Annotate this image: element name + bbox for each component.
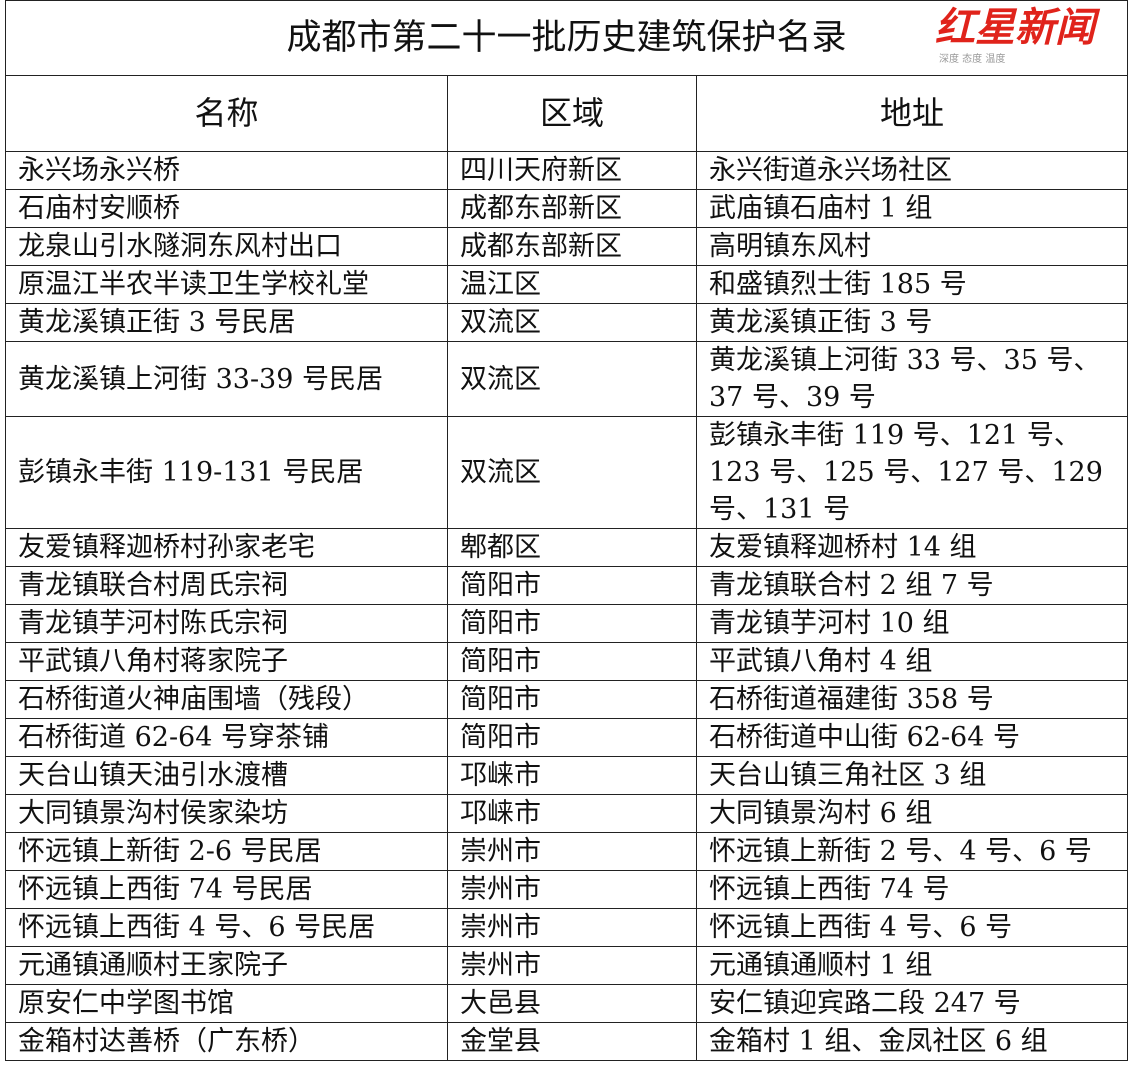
cell-district: 金堂县 <box>447 1022 697 1061</box>
table-row: 友爱镇释迦桥村孙家老宅 郫都区 友爱镇释迦桥村 14 组 <box>5 528 1129 567</box>
cell-name: 元通镇通顺村王家院子 <box>5 946 448 985</box>
cell-name: 怀远镇上新街 2-6 号民居 <box>5 832 448 871</box>
table-row: 怀远镇上西街 4 号、6 号民居 崇州市 怀远镇上西街 4 号、6 号 <box>5 908 1129 947</box>
table-row: 黄龙溪镇上河街 33-39 号民居 双流区 黄龙溪镇上河街 33 号、35 号、37… <box>5 341 1129 417</box>
cell-district: 简阳市 <box>447 718 697 757</box>
table-row: 彭镇永丰街 119-131 号民居 双流区 彭镇永丰街 119 号、121 号、12… <box>5 416 1129 529</box>
cell-district: 成都东部新区 <box>447 227 697 266</box>
cell-district: 温江区 <box>447 265 697 304</box>
cell-address: 高明镇东风村 <box>695 227 1129 266</box>
cell-address: 元通镇通顺村 1 组 <box>695 946 1129 985</box>
table-row: 青龙镇联合村周氏宗祠 简阳市 青龙镇联合村 2 组 7 号 <box>5 566 1129 605</box>
cell-address: 怀远镇上西街 74 号 <box>695 870 1129 909</box>
table-row: 石庙村安顺桥 成都东部新区 武庙镇石庙村 1 组 <box>5 189 1129 228</box>
table-row: 原温江半农半读卫生学校礼堂 温江区 和盛镇烈士街 185 号 <box>5 265 1129 304</box>
table-row: 永兴场永兴桥 四川天府新区 永兴街道永兴场社区 <box>5 151 1129 190</box>
table-row: 怀远镇上新街 2-6 号民居 崇州市 怀远镇上新街 2 号、4 号、6 号 <box>5 832 1129 871</box>
table-row: 石桥街道火神庙围墙（残段） 简阳市 石桥街道福建街 358 号 <box>5 680 1129 719</box>
cell-address: 和盛镇烈士街 185 号 <box>695 265 1129 304</box>
cell-address: 彭镇永丰街 119 号、121 号、123 号、125 号、127 号、129 … <box>695 416 1129 529</box>
table-row: 黄龙溪镇正街 3 号民居 双流区 黄龙溪镇正街 3 号 <box>5 303 1129 342</box>
table-row: 怀远镇上西街 74 号民居 崇州市 怀远镇上西街 74 号 <box>5 870 1129 909</box>
table-row: 金箱村达善桥（广东桥） 金堂县 金箱村 1 组、金凤社区 6 组 <box>5 1022 1129 1061</box>
table-row: 大同镇景沟村侯家染坊 邛崃市 大同镇景沟村 6 组 <box>5 794 1129 833</box>
cell-district: 四川天府新区 <box>447 151 697 190</box>
cell-district: 双流区 <box>447 416 697 529</box>
cell-address: 友爱镇释迦桥村 14 组 <box>695 528 1129 567</box>
cell-address: 怀远镇上新街 2 号、4 号、6 号 <box>695 832 1129 871</box>
cell-district: 简阳市 <box>447 604 697 643</box>
cell-name: 黄龙溪镇上河街 33-39 号民居 <box>5 341 448 417</box>
cell-address: 青龙镇联合村 2 组 7 号 <box>695 566 1129 605</box>
watermark-slogan: 深度 态度 温度 <box>939 54 1006 65</box>
cell-name: 永兴场永兴桥 <box>5 151 448 190</box>
cell-address: 永兴街道永兴场社区 <box>695 151 1129 190</box>
cell-name: 彭镇永丰街 119-131 号民居 <box>5 416 448 529</box>
cell-address: 安仁镇迎宾路二段 247 号 <box>695 984 1129 1023</box>
cell-name: 黄龙溪镇正街 3 号民居 <box>5 303 448 342</box>
cell-name: 原温江半农半读卫生学校礼堂 <box>5 265 448 304</box>
cell-name: 原安仁中学图书馆 <box>5 984 448 1023</box>
cell-name: 石桥街道火神庙围墙（残段） <box>5 680 448 719</box>
table-title: 成都市第二十一批历史建筑保护名录 <box>4 0 1129 76</box>
cell-address: 黄龙溪镇正街 3 号 <box>695 303 1129 342</box>
cell-address: 青龙镇芋河村 10 组 <box>695 604 1129 643</box>
cell-address: 石桥街道福建街 358 号 <box>695 680 1129 719</box>
cell-name: 大同镇景沟村侯家染坊 <box>5 794 448 833</box>
header-address: 地址 <box>695 75 1129 152</box>
cell-district: 崇州市 <box>447 870 697 909</box>
cell-district: 大邑县 <box>447 984 697 1023</box>
cell-name: 平武镇八角村蒋家院子 <box>5 642 448 681</box>
cell-name: 怀远镇上西街 74 号民居 <box>5 870 448 909</box>
cell-district: 崇州市 <box>447 832 697 871</box>
cell-district: 成都东部新区 <box>447 189 697 228</box>
cell-district: 双流区 <box>447 341 697 417</box>
heritage-table: 成都市第二十一批历史建筑保护名录 名称 区域 地址 永兴场永兴桥 四川天府新区 永兴… <box>4 0 1129 1061</box>
cell-district: 简阳市 <box>447 680 697 719</box>
table-row: 青龙镇芋河村陈氏宗祠 简阳市 青龙镇芋河村 10 组 <box>5 604 1129 643</box>
cell-district: 双流区 <box>447 303 697 342</box>
table-body: 永兴场永兴桥 四川天府新区 永兴街道永兴场社区 石庙村安顺桥 成都东部新区 武庙镇石庙村 … <box>5 151 1129 1061</box>
cell-address: 平武镇八角村 4 组 <box>695 642 1129 681</box>
cell-district: 崇州市 <box>447 908 697 947</box>
cell-address: 大同镇景沟村 6 组 <box>695 794 1129 833</box>
cell-name: 石桥街道 62-64 号穿茶铺 <box>5 718 448 757</box>
cell-district: 简阳市 <box>447 566 697 605</box>
cell-name: 青龙镇联合村周氏宗祠 <box>5 566 448 605</box>
cell-address: 怀远镇上西街 4 号、6 号 <box>695 908 1129 947</box>
cell-name: 青龙镇芋河村陈氏宗祠 <box>5 604 448 643</box>
watermark-logo-mark: 红星新闻 <box>935 4 1095 51</box>
cell-name: 石庙村安顺桥 <box>5 189 448 228</box>
cell-district: 简阳市 <box>447 642 697 681</box>
table-row: 元通镇通顺村王家院子 崇州市 元通镇通顺村 1 组 <box>5 946 1129 985</box>
cell-district: 邛崃市 <box>447 756 697 795</box>
table-row: 石桥街道 62-64 号穿茶铺 简阳市 石桥街道中山街 62-64 号 <box>5 718 1129 757</box>
cell-district: 邛崃市 <box>447 794 697 833</box>
table-row: 天台山镇天油引水渡槽 邛崃市 天台山镇三角社区 3 组 <box>5 756 1129 795</box>
cell-address: 天台山镇三角社区 3 组 <box>695 756 1129 795</box>
table-row: 龙泉山引水隧洞东风村出口 成都东部新区 高明镇东风村 <box>5 227 1129 266</box>
cell-address: 武庙镇石庙村 1 组 <box>695 189 1129 228</box>
cell-address: 石桥街道中山街 62-64 号 <box>695 718 1129 757</box>
table-row: 平武镇八角村蒋家院子 简阳市 平武镇八角村 4 组 <box>5 642 1129 681</box>
cell-name: 金箱村达善桥（广东桥） <box>5 1022 448 1061</box>
cell-district: 郫都区 <box>447 528 697 567</box>
table-row: 原安仁中学图书馆 大邑县 安仁镇迎宾路二段 247 号 <box>5 984 1129 1023</box>
header-name: 名称 <box>5 75 448 152</box>
header-district: 区域 <box>447 75 697 152</box>
cell-name: 龙泉山引水隧洞东风村出口 <box>5 227 448 266</box>
cell-address: 黄龙溪镇上河街 33 号、35 号、37 号、39 号 <box>695 341 1129 417</box>
watermark-logo: 红星新闻 深度 态度 温度 <box>935 4 1120 72</box>
cell-name: 怀远镇上西街 4 号、6 号民居 <box>5 908 448 947</box>
cell-district: 崇州市 <box>447 946 697 985</box>
cell-name: 友爱镇释迦桥村孙家老宅 <box>5 528 448 567</box>
cell-address: 金箱村 1 组、金凤社区 6 组 <box>695 1022 1129 1061</box>
cell-name: 天台山镇天油引水渡槽 <box>5 756 448 795</box>
